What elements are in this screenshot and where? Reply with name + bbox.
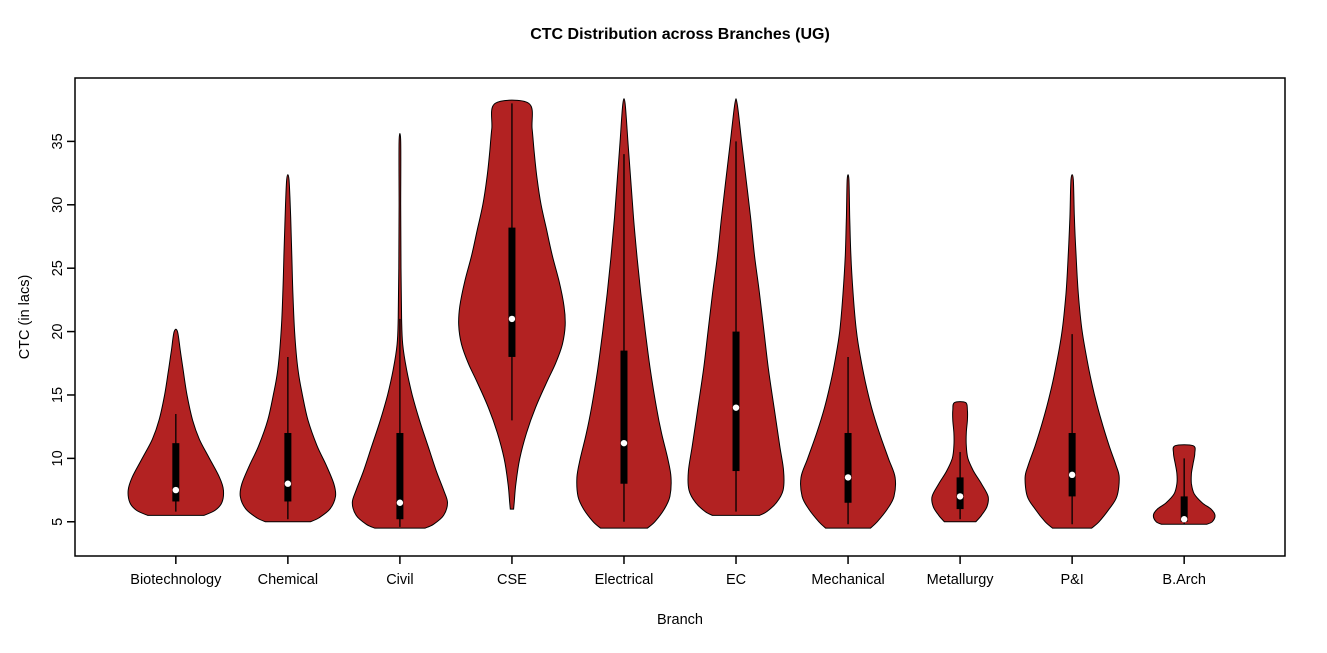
median-dot-ec	[732, 404, 740, 411]
violin-mechanical	[800, 174, 896, 529]
x-tick-label-p-i: P&I	[1060, 572, 1083, 588]
y-tick-label: 35	[50, 133, 66, 149]
iqr-box-chemical	[284, 433, 292, 502]
iqr-box-b-arch	[1180, 496, 1188, 522]
chart-title: CTC Distribution across Branches (UG)	[530, 26, 830, 43]
y-tick-label: 25	[50, 260, 66, 276]
x-axis-title: Branch	[657, 612, 703, 628]
violin-chemical	[239, 174, 337, 523]
x-tick-label-biotechnology: Biotechnology	[130, 572, 222, 588]
iqr-box-ec	[732, 331, 740, 472]
iqr-box-p-i	[1068, 433, 1076, 497]
median-dot-p-i	[1068, 471, 1076, 479]
x-tick-label-cse: CSE	[497, 572, 527, 588]
y-tick-label: 20	[50, 324, 66, 340]
y-tick-label: 5	[50, 518, 66, 526]
median-dot-cse	[508, 315, 516, 323]
iqr-box-electrical	[620, 350, 628, 484]
median-dot-mechanical	[844, 474, 852, 481]
x-tick-label-civil: Civil	[386, 572, 413, 588]
iqr-box-biotechnology	[172, 443, 180, 502]
iqr-box-cse	[508, 227, 516, 357]
iqr-box-mechanical	[844, 433, 852, 503]
y-tick-label: 10	[50, 450, 66, 466]
x-tick-label-electrical: Electrical	[595, 572, 654, 588]
median-dot-biotechnology	[172, 486, 180, 494]
x-tick-label-ec: EC	[726, 572, 746, 588]
x-tick-label-metallurgy: Metallurgy	[927, 572, 995, 588]
median-dot-chemical	[284, 480, 292, 487]
median-dot-metallurgy	[956, 493, 964, 500]
y-tick-label: 30	[50, 197, 66, 213]
median-dot-b-arch	[1180, 516, 1188, 523]
iqr-box-civil	[396, 433, 404, 520]
median-dot-civil	[396, 499, 404, 506]
median-dot-electrical	[620, 439, 628, 447]
y-tick-label: 15	[50, 387, 66, 403]
x-tick-label-mechanical: Mechanical	[811, 572, 884, 588]
x-tick-label-b-arch: B.Arch	[1162, 572, 1206, 588]
plot-border	[74, 77, 1286, 557]
x-tick-label-chemical: Chemical	[258, 572, 318, 588]
